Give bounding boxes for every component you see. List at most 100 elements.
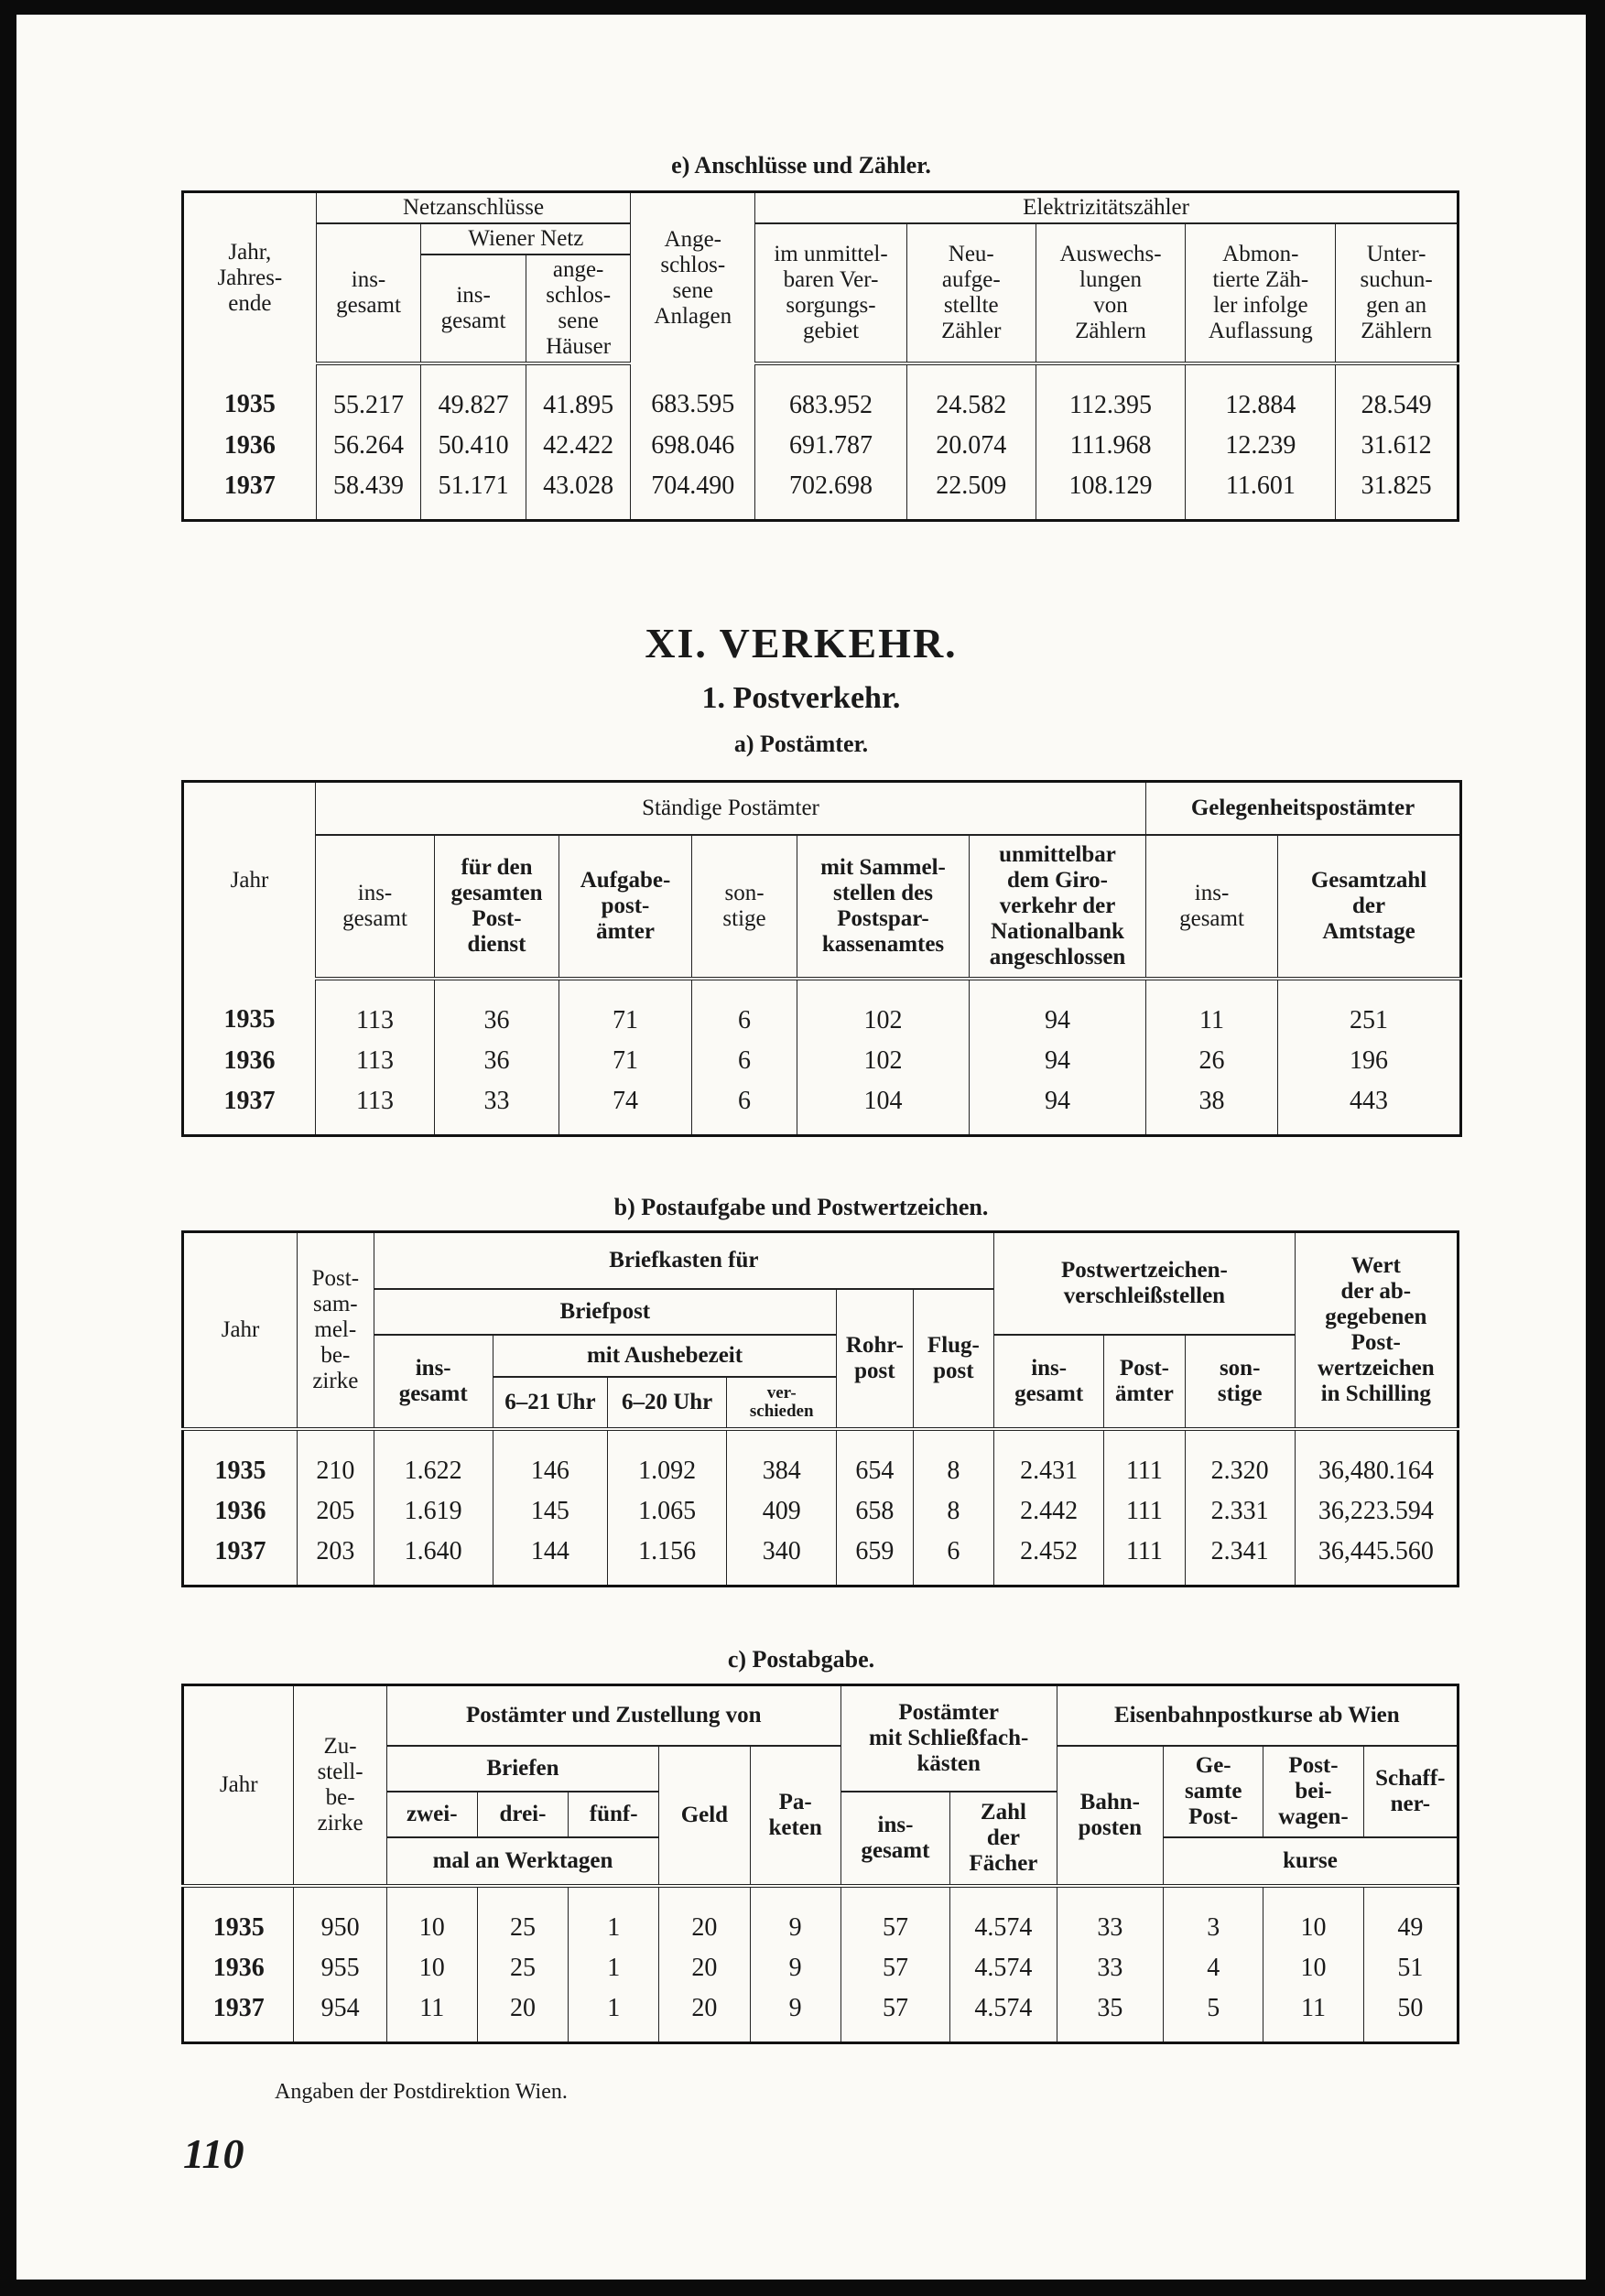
header-gelegenheitspostaemter: Gelegenheitspostämter	[1145, 781, 1462, 836]
header-zaehler-col: Neu- aufge- stellte Zähler	[906, 223, 1036, 365]
header-col: son- stige	[691, 835, 797, 980]
value-cell: 10	[385, 1948, 478, 1988]
header-bahnposten: Bahn- posten	[1056, 1746, 1165, 1888]
table-a-title: a) Postämter.	[733, 731, 869, 757]
year-cell: 1936	[182, 1041, 316, 1081]
header-geld: Geld	[658, 1746, 751, 1888]
table-row: 1936 113 36 71 6 102 94 26 196	[182, 1041, 1462, 1081]
value-cell: 58.439	[315, 466, 422, 521]
table-c-title: c) Postabgabe.	[727, 1646, 875, 1673]
header-kurse: kurse	[1163, 1837, 1459, 1888]
header-pakete: Pa- keten	[749, 1746, 841, 1888]
value-cell: 57	[840, 1886, 951, 1948]
value-cell: 10	[1263, 1886, 1364, 1948]
value-cell: 49	[1362, 1886, 1459, 1948]
year-cell: 1937	[181, 1532, 298, 1587]
value-cell: 71	[558, 979, 692, 1041]
value-cell: 3	[1163, 1886, 1264, 1948]
header-schaffner: Schaff- ner-	[1362, 1746, 1459, 1838]
page-number: 110	[183, 2130, 244, 2177]
header-col: unmittelbar dem Giro- verkehr der Nation…	[968, 835, 1147, 980]
table-row: 1936 205 1.619 145 1.065 409 658 8 2.442 111 2.331…	[181, 1491, 1459, 1532]
value-cell: 25	[476, 1886, 569, 1948]
value-cell: 2.442	[993, 1491, 1105, 1532]
table-row: 1937 954 11 20 1 20 9 57 4.574 35 5 11 50	[181, 1988, 1459, 2043]
value-cell: 683.595	[630, 363, 756, 426]
value-cell: 33	[1056, 1886, 1165, 1948]
header-zaehler-col: Abmon- tierte Zäh- ler infolge Auflassun…	[1185, 223, 1337, 365]
header-staendige-postaemter: Ständige Postämter	[314, 781, 1147, 836]
year-cell: 1936	[181, 1491, 298, 1532]
value-cell: 25	[476, 1948, 569, 1988]
header-eisenbahnpostkurse: Eisenbahnpostkurse ab Wien	[1056, 1684, 1459, 1747]
value-cell: 8	[912, 1491, 995, 1532]
value-cell: 50	[1362, 1988, 1459, 2043]
header-briefpost: Briefpost	[373, 1289, 838, 1336]
value-cell: 55.217	[315, 363, 422, 426]
table-b-title: b) Postaufgabe und Postwertzeichen.	[613, 1194, 989, 1220]
table-row: 1935 210 1.622 146 1.092 384 654 8 2.431 111 2.320…	[181, 1429, 1459, 1491]
header-col: ins- gesamt	[315, 835, 435, 980]
value-cell: 340	[726, 1532, 838, 1587]
value-cell: 20	[658, 1988, 751, 2043]
header-briefen: Briefen	[385, 1746, 660, 1792]
value-cell: 658	[836, 1491, 914, 1532]
value-cell: 950	[293, 1886, 387, 1948]
value-cell: 11.601	[1185, 466, 1337, 521]
value-cell: 10	[385, 1886, 478, 1948]
header-col: Gesamtzahl der Amtstage	[1277, 835, 1462, 980]
value-cell: 111.968	[1035, 426, 1187, 466]
value-cell: 33	[434, 1081, 559, 1136]
value-cell: 2.341	[1184, 1532, 1296, 1587]
header-fuenf: fünf-	[568, 1792, 660, 1838]
header-col: mit Sammel- stellen des Postspar- kassen…	[797, 835, 970, 980]
year-cell: 1935	[181, 1429, 298, 1491]
header-zaehler-col: Unter- suchun- gen an Zählern	[1335, 223, 1459, 365]
value-cell: 111	[1103, 1491, 1186, 1532]
year-cell: 1936	[181, 1948, 295, 1988]
header-netz-insgesamt: ins- gesamt	[315, 223, 422, 365]
value-cell: 4.574	[949, 1948, 1057, 1988]
value-cell: 94	[968, 1081, 1147, 1136]
section-title: 1. Postverkehr.	[701, 681, 901, 715]
value-cell: 9	[749, 1988, 841, 2043]
value-cell: 10	[1263, 1948, 1364, 1988]
value-cell: 954	[293, 1988, 387, 2043]
value-cell: 11	[1145, 979, 1279, 1041]
value-cell: 698.046	[630, 426, 756, 466]
header-mal-an-werktagen: mal an Werktagen	[385, 1837, 660, 1888]
year-cell: 1937	[182, 466, 317, 521]
header-zaehler-col: Auswechs- lungen von Zählern	[1035, 223, 1187, 365]
value-cell: 42.422	[525, 426, 632, 466]
value-cell: 38	[1145, 1081, 1279, 1136]
value-cell: 20.074	[906, 426, 1036, 466]
value-cell: 955	[293, 1948, 387, 1988]
table-row: 1936 56.264 50.410 42.422 698.046 691.787 20.0…	[182, 426, 1459, 466]
value-cell: 22.509	[906, 466, 1036, 521]
value-cell: 31.825	[1335, 466, 1459, 521]
table-row: 1935 113 36 71 6 102 94 11 251	[182, 979, 1462, 1041]
value-cell: 36,223.594	[1294, 1491, 1459, 1532]
value-cell: 196	[1277, 1041, 1462, 1081]
year-cell: 1935	[182, 979, 316, 1041]
source-footnote: Angaben der Postdirektion Wien.	[275, 2080, 568, 2104]
header-gesamte-post: Ge- samte Post-	[1163, 1746, 1264, 1838]
header-zaehler-col: im unmittel- baren Ver- sorgungs- gebiet	[754, 223, 907, 365]
year-cell: 1937	[182, 1081, 316, 1136]
value-cell: 4.574	[949, 1988, 1057, 2043]
value-cell: 1	[568, 1988, 660, 2043]
value-cell: 683.952	[754, 363, 907, 426]
table-body: 1935 55.217 49.827 41.895 683.595 683.952 24.5…	[182, 363, 1459, 521]
table-postaufgabe: Jahr Post- sam- mel- be- zirke Briefkast…	[181, 1230, 1459, 1587]
header-zwei: zwei-	[385, 1792, 478, 1838]
value-cell: 145	[492, 1491, 608, 1532]
header-briefpost-insgesamt: ins- gesamt	[373, 1335, 493, 1431]
value-cell: 210	[297, 1429, 374, 1491]
header-zahl-faecher: Zahl der Fächer	[949, 1792, 1057, 1888]
header-jahr: Jahr	[181, 1231, 298, 1431]
header-jahr: Jahr	[181, 1684, 295, 1888]
value-cell: 11	[1263, 1988, 1364, 2043]
year-cell: 1937	[181, 1988, 295, 2043]
value-cell: 1	[568, 1886, 660, 1948]
header-verschleissstellen: Postwertzeichen- verschleißstellen	[993, 1231, 1296, 1336]
